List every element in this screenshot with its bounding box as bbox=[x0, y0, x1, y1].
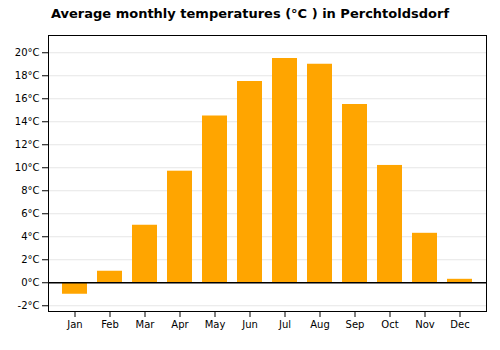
svg-text:Jan: Jan bbox=[66, 319, 82, 330]
svg-text:16°C: 16°C bbox=[15, 93, 40, 104]
html-text:Average monthly temperatures (: Average monthly temperatures (°C ) in Pe… bbox=[50, 6, 449, 21]
svg-text:12°C: 12°C bbox=[15, 139, 40, 150]
svg-text:Jun: Jun bbox=[241, 319, 258, 330]
svg-text:Mar: Mar bbox=[136, 319, 156, 330]
svg-text:0°C: 0°C bbox=[21, 277, 39, 288]
svg-text:Dec: Dec bbox=[450, 319, 469, 330]
svg-text:Nov: Nov bbox=[415, 319, 435, 330]
svg-text:Jul: Jul bbox=[278, 319, 291, 330]
svg-text:4°C: 4°C bbox=[21, 231, 39, 242]
svg-text:18°C: 18°C bbox=[15, 70, 40, 81]
svg-text:6°C: 6°C bbox=[21, 208, 39, 219]
svg-text:10°C: 10°C bbox=[15, 162, 40, 173]
svg-text:2°C: 2°C bbox=[21, 254, 39, 265]
svg-text:Oct: Oct bbox=[381, 319, 398, 330]
svg-text:14°C: 14°C bbox=[15, 116, 40, 127]
svg-text:20°C: 20°C bbox=[15, 47, 40, 58]
svg-text:Aug: Aug bbox=[310, 319, 330, 330]
svg-text:Apr: Apr bbox=[171, 319, 189, 330]
svg-text:-2°C: -2°C bbox=[18, 300, 40, 311]
svg-text:8°C: 8°C bbox=[21, 185, 39, 196]
svg-text:Feb: Feb bbox=[101, 319, 119, 330]
svg-text:Sep: Sep bbox=[346, 319, 365, 330]
svg-text:May: May bbox=[205, 319, 226, 330]
